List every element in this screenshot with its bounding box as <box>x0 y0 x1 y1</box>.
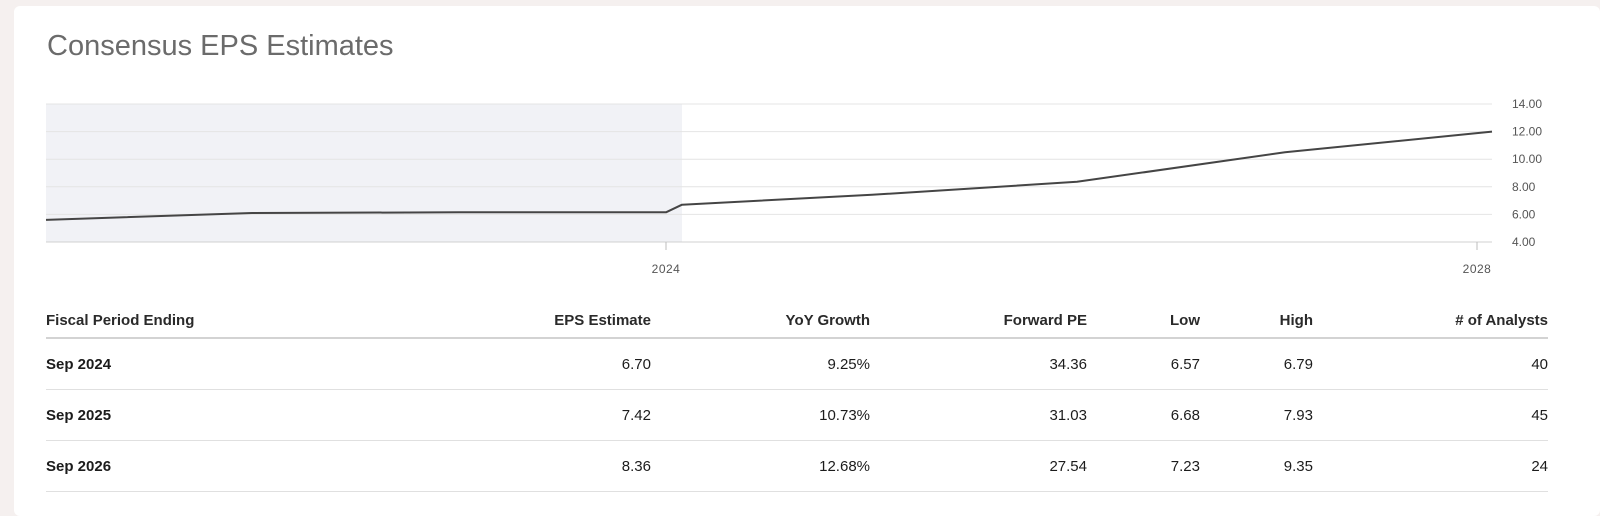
cell-eps-estimate: 7.42 <box>296 389 651 441</box>
cell-analysts: 24 <box>1313 440 1548 492</box>
cell-low: 7.23 <box>1087 440 1200 492</box>
table-row: Sep 2025 7.42 10.73% 31.03 6.68 7.93 45 <box>46 389 1548 441</box>
cell-yoy-growth: 10.73% <box>651 389 870 441</box>
col-header-yoy-growth[interactable]: YoY Growth <box>651 303 870 339</box>
cell-analysts: 40 <box>1313 338 1548 390</box>
y-tick-label: 4.00 <box>1512 235 1536 249</box>
col-header-high[interactable]: High <box>1200 303 1313 339</box>
table-row: Sep 2024 6.70 9.25% 34.36 6.57 6.79 40 <box>46 338 1548 390</box>
cell-eps-estimate: 8.36 <box>296 440 651 492</box>
cell-high: 7.93 <box>1200 389 1313 441</box>
eps-series-line[interactable] <box>45 130 1493 221</box>
cell-high: 9.35 <box>1200 440 1313 492</box>
cell-forward-pe: 31.03 <box>870 389 1087 441</box>
col-header-analysts[interactable]: # of Analysts <box>1313 303 1548 339</box>
table-header-row: Fiscal Period Ending EPS Estimate YoY Gr… <box>46 303 1548 339</box>
cell-fiscal-period: Sep 2024 <box>46 338 296 390</box>
eps-line-chart: 4.00 6.00 8.00 10.00 12.00 14.00 2024 2028 <box>45 97 1542 276</box>
page-title: Consensus EPS Estimates <box>47 30 394 62</box>
x-tick-label: 2028 <box>1463 262 1492 276</box>
cell-yoy-growth: 12.68% <box>651 440 870 492</box>
cell-forward-pe: 34.36 <box>870 338 1087 390</box>
col-header-forward-pe[interactable]: Forward PE <box>870 303 1087 339</box>
historical-shading <box>46 104 682 242</box>
cell-yoy-growth: 9.25% <box>651 338 870 390</box>
y-tick-label: 12.00 <box>1512 125 1542 139</box>
y-tick-label: 6.00 <box>1512 207 1536 221</box>
cell-low: 6.68 <box>1087 389 1200 441</box>
y-tick-label: 8.00 <box>1512 180 1536 194</box>
eps-estimates-table: Fiscal Period Ending EPS Estimate YoY Gr… <box>46 303 1548 492</box>
cell-forward-pe: 27.54 <box>870 440 1087 492</box>
col-header-fiscal-period[interactable]: Fiscal Period Ending <box>46 303 296 339</box>
table-row: Sep 2026 8.36 12.68% 27.54 7.23 9.35 24 <box>46 440 1548 492</box>
col-header-eps-estimate[interactable]: EPS Estimate <box>296 303 651 339</box>
x-tick-label: 2024 <box>652 262 681 276</box>
cell-high: 6.79 <box>1200 338 1313 390</box>
cell-low: 6.57 <box>1087 338 1200 390</box>
cell-fiscal-period: Sep 2026 <box>46 440 296 492</box>
cell-analysts: 45 <box>1313 389 1548 441</box>
y-tick-label: 14.00 <box>1512 97 1542 111</box>
cell-eps-estimate: 6.70 <box>296 338 651 390</box>
cell-fiscal-period: Sep 2025 <box>46 389 296 441</box>
y-tick-label: 10.00 <box>1512 152 1542 166</box>
col-header-low[interactable]: Low <box>1087 303 1200 339</box>
